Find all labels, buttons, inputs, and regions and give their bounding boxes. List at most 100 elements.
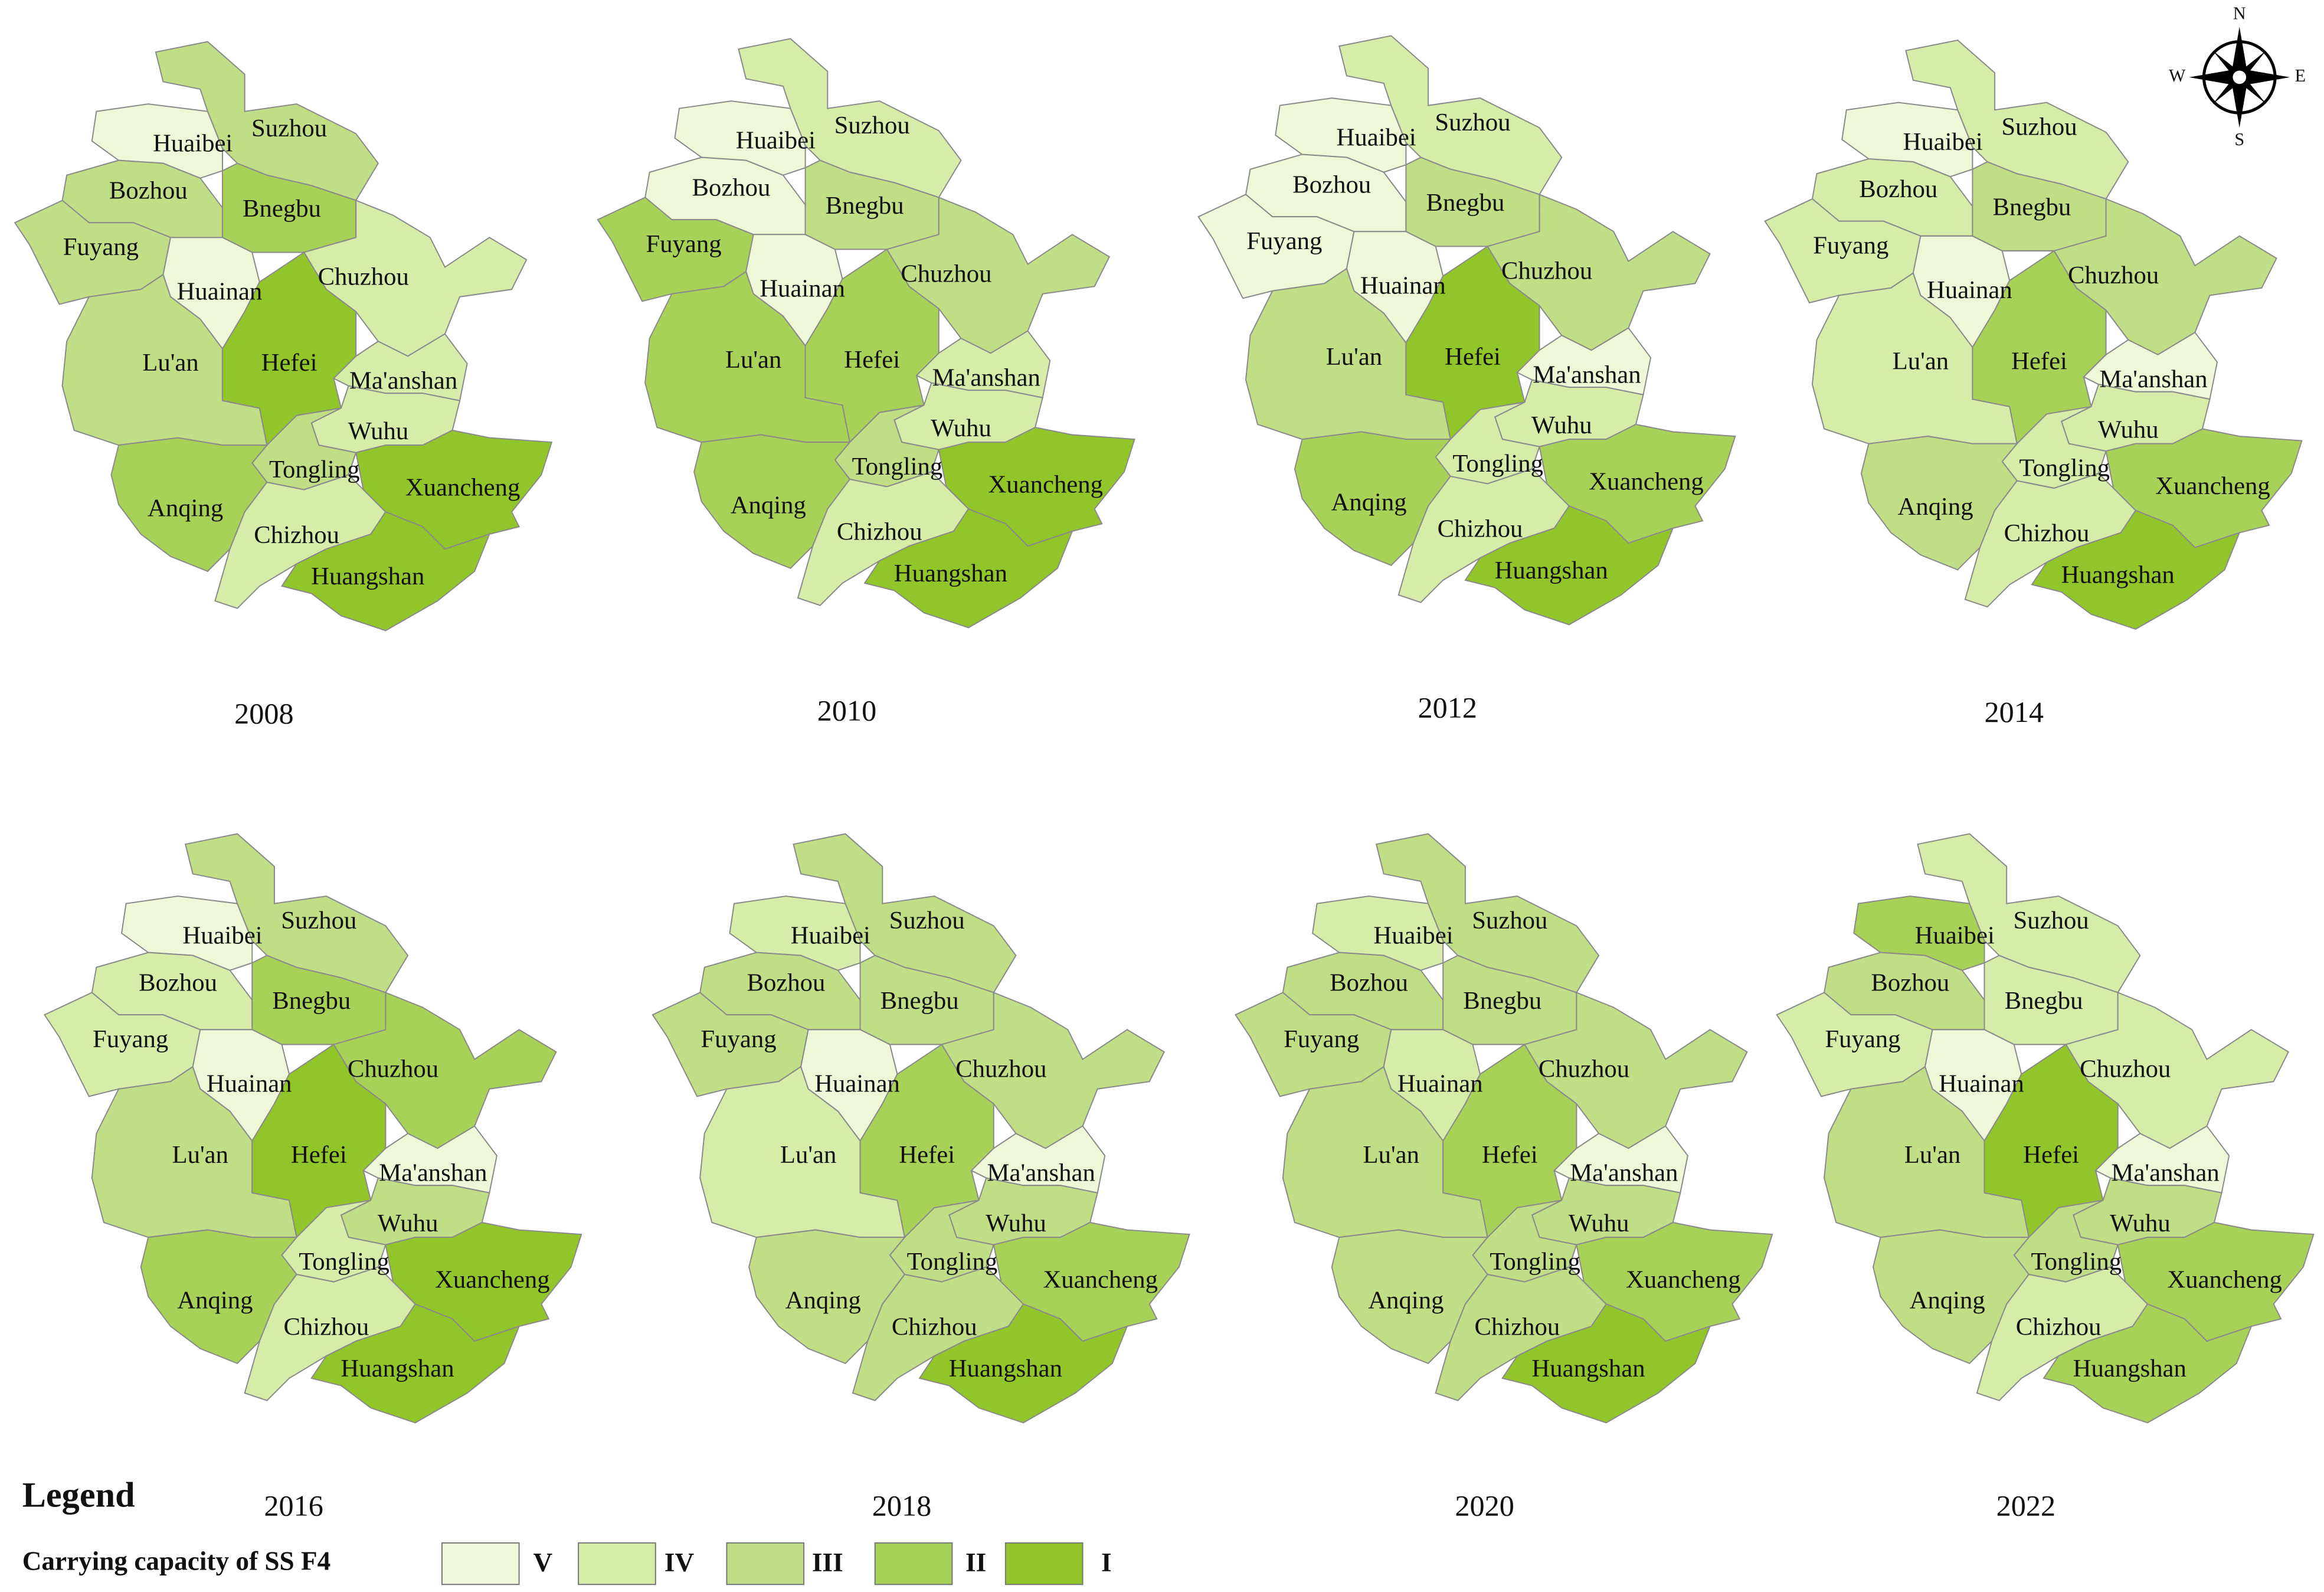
region — [332, 991, 557, 1149]
city-label: Anqing — [1368, 1287, 1444, 1315]
city-label: Fuyang — [93, 1025, 168, 1053]
city-label: Xuancheng — [1043, 1266, 1158, 1293]
map-panel: Huaibei Suzhou Bozhou Bnegbu Fuyang Chuzhou Hu… — [597, 38, 1135, 727]
city-label: Anqing — [177, 1287, 253, 1315]
map-year: 2012 — [1418, 691, 1478, 724]
city-label: Bozhou — [1292, 171, 1371, 199]
legend-swatch — [874, 1542, 953, 1586]
map-year: 2020 — [1455, 1489, 1514, 1522]
city-label: Tongling — [2019, 455, 2110, 482]
city-label: Suzhou — [251, 115, 327, 142]
city-label: Hefei — [899, 1141, 955, 1169]
city-label: Huaibei — [153, 129, 233, 157]
city-label: Chuzhou — [2068, 261, 2159, 289]
city-label: Huainan — [760, 275, 845, 303]
city-label: Hefei — [261, 349, 317, 377]
city-label: Hefei — [291, 1141, 347, 1169]
city-label: Xuancheng — [1589, 468, 1704, 495]
region — [941, 991, 1166, 1149]
region — [120, 895, 253, 971]
legend-label: Carrying capacity of SS F4 — [22, 1546, 331, 1575]
city-label: Huaibei — [791, 921, 870, 949]
city-label: Suzhou — [834, 112, 910, 139]
city-label: Huaibei — [1915, 921, 1995, 949]
city-label: Xuancheng — [405, 473, 521, 501]
map-panel: Huaibei Suzhou Bozhou Bnegbu Fuyang Chuzhou Hu… — [1764, 40, 2303, 728]
city-label: Lu'an — [780, 1141, 836, 1169]
region — [91, 103, 223, 179]
city-label: Wuhu — [931, 414, 991, 442]
city-label: Huangshan — [2073, 1355, 2186, 1382]
city-label: Fuyang — [646, 230, 721, 258]
city-label: Anqing — [731, 492, 806, 519]
city-label: Wuhu — [348, 417, 408, 445]
region — [1501, 1303, 1711, 1424]
city-label: Huaibei — [1373, 921, 1453, 949]
city-label: Huangshan — [949, 1355, 1062, 1382]
city-label: Bozhou — [1859, 175, 1937, 203]
city-label: Lu'an — [1363, 1141, 1419, 1169]
city-label: Tongling — [1452, 450, 1543, 478]
compass-n: N — [2233, 3, 2246, 23]
map-panel: Huaibei Suzhou Bozhou Bnegbu Fuyang Chuzhou Hu… — [652, 833, 1190, 1522]
legend-class-label: IV — [665, 1548, 695, 1577]
city-label: Huainan — [1397, 1070, 1483, 1098]
city-label: Chizhou — [2016, 1313, 2102, 1341]
compass-center — [2231, 69, 2248, 86]
city-label: Huainan — [207, 1070, 292, 1098]
city-label: Chizhou — [254, 521, 339, 549]
city-label: Chuzhou — [1501, 257, 1592, 285]
city-label: Xuancheng — [2167, 1266, 2282, 1293]
city-label: Tongling — [1490, 1248, 1580, 1276]
legend-class-label: V — [533, 1548, 552, 1577]
city-label: Tongling — [852, 453, 943, 480]
city-label: Huaibei — [1337, 123, 1416, 151]
city-label: Anqing — [1331, 488, 1406, 516]
region — [1311, 895, 1444, 971]
legend-class-label: III — [812, 1548, 843, 1577]
region — [1841, 102, 1973, 178]
city-label: Huainan — [1939, 1070, 2024, 1098]
region — [2065, 991, 2290, 1149]
city-label: Fuyang — [1813, 232, 1888, 260]
city-label: Huangshan — [2061, 561, 2175, 589]
city-label: Fuyang — [63, 233, 139, 261]
city-label: Chizhou — [837, 518, 922, 546]
city-label: Bozhou — [1330, 969, 1408, 997]
city-label: Huangshan — [1531, 1355, 1645, 1382]
city-label: Suzhou — [1472, 907, 1547, 934]
city-label: Bozhou — [139, 969, 217, 997]
city-label: Ma'anshan — [1570, 1159, 1678, 1186]
region — [886, 196, 1111, 354]
city-label: Suzhou — [2014, 907, 2089, 934]
city-label: Wuhu — [2098, 416, 2159, 443]
region — [1487, 193, 1711, 351]
city-label: Ma'anshan — [349, 367, 457, 394]
region — [303, 200, 528, 357]
city-label: Bozhou — [692, 174, 770, 202]
city-label: Anqing — [785, 1287, 861, 1315]
city-label: Huainan — [814, 1070, 900, 1098]
map-year: 2010 — [817, 694, 877, 727]
map-year: 2022 — [1996, 1489, 2056, 1522]
region — [674, 100, 806, 176]
city-label: Fuyang — [701, 1025, 776, 1053]
city-label: Chuzhou — [1539, 1055, 1629, 1083]
city-label: Chizhou — [283, 1313, 369, 1341]
city-label: Fuyang — [1825, 1025, 1900, 1053]
region — [1464, 505, 1674, 626]
city-label: Bnegbu — [1426, 189, 1504, 217]
map-year: 2018 — [872, 1489, 932, 1522]
city-label: Huainan — [177, 278, 263, 306]
city-label: Hefei — [2023, 1141, 2079, 1169]
city-label: Xuancheng — [1626, 1266, 1741, 1293]
city-label: Hefei — [844, 346, 900, 374]
city-label: Bnegbu — [272, 987, 351, 1015]
city-label: Lu'an — [1326, 343, 1382, 371]
map-year: 2008 — [234, 697, 294, 730]
city-label: Suzhou — [889, 907, 965, 934]
map-panel: Huaibei Suzhou Bozhou Bnegbu Fuyang Chuzhou Hu… — [1234, 833, 1773, 1522]
city-label: Anqing — [1910, 1287, 1985, 1315]
city-label: Ma'anshan — [2111, 1159, 2219, 1186]
